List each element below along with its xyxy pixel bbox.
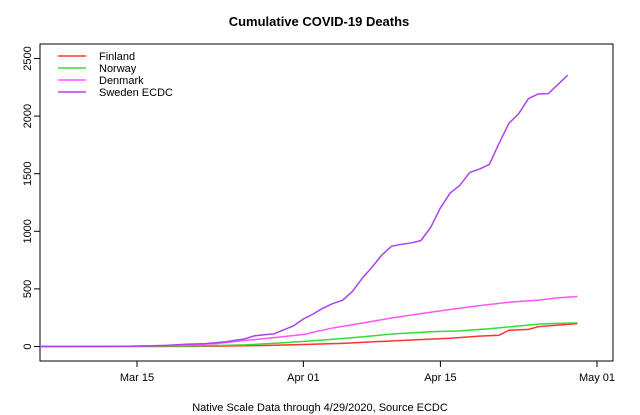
y-tick-label: 1500 [22, 161, 34, 185]
series-line-denmark [39, 295, 578, 348]
y-tick-label: 0 [22, 343, 34, 349]
legend-label: Denmark [99, 75, 144, 87]
x-tick-label: Apr 01 [287, 372, 319, 384]
y-tick-label: 2000 [22, 104, 34, 128]
series-layer [39, 74, 578, 348]
legend-label: Norway [99, 63, 137, 75]
x-tick-label: May 01 [579, 372, 615, 384]
plot-frame [39, 43, 614, 362]
series-line-sweden-ecdc [39, 74, 569, 348]
y-tick-label: 2500 [22, 46, 34, 70]
series-line-norway [39, 322, 578, 348]
x-axis-caption: Native Scale Data through 4/29/2020, Sou… [192, 402, 448, 414]
series-line-finland [39, 322, 578, 348]
y-axis: 0 500 1000 1500 2000 2500 [22, 46, 40, 350]
legend-label: Sweden ECDC [99, 87, 173, 99]
x-tick-label: Mar 15 [120, 372, 154, 384]
x-axis: Mar 15 Apr 01 Apr 15 May 01 [120, 361, 615, 384]
y-tick-label: 1000 [22, 219, 34, 243]
chart-title: Cumulative COVID-19 Deaths [229, 14, 410, 29]
legend-label: Finland [99, 51, 135, 63]
y-tick-label: 500 [22, 280, 34, 298]
x-tick-label: Apr 15 [424, 372, 456, 384]
